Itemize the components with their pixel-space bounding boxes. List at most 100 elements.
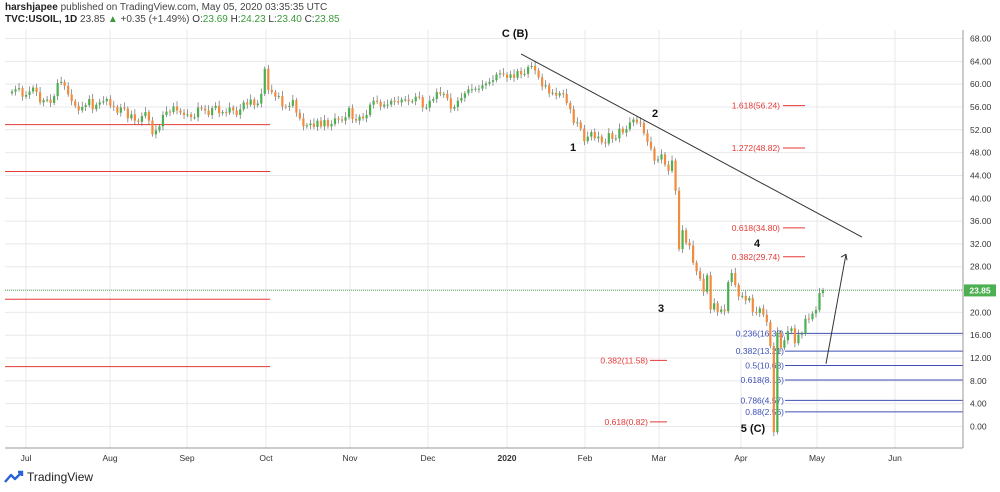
candle-down (133, 114, 136, 121)
candle-down (769, 322, 772, 347)
trendline (520, 53, 863, 238)
close-label: C: (304, 14, 315, 25)
candle-down (298, 112, 301, 119)
candle-up (681, 230, 684, 250)
candle-down (600, 136, 603, 143)
x-tick-label: Sep (179, 453, 194, 463)
y-tick-label: 0.00 (970, 422, 987, 432)
fib-label: 0.88(2.56) (745, 407, 784, 417)
candle-down (281, 96, 284, 107)
x-tick-label: May (809, 453, 826, 463)
candle-down (807, 318, 811, 320)
candle-up (369, 104, 372, 115)
candle-down (379, 101, 382, 107)
candle-up (196, 107, 200, 118)
candle-down (218, 105, 221, 114)
candle-up (46, 99, 49, 101)
candle-down (677, 190, 681, 250)
candle-down (112, 105, 115, 107)
candle-down (541, 77, 544, 87)
candle-down (235, 110, 238, 115)
candle-down (67, 85, 70, 95)
candle-down (562, 93, 565, 95)
candle-down (361, 116, 365, 119)
y-tick-label: 16.00 (970, 330, 992, 340)
candle-up (386, 104, 389, 106)
y-tick-label: 44.00 (970, 170, 992, 180)
candle-up (144, 112, 147, 117)
candle-down (688, 242, 691, 246)
fib-label: 1.272(48.82) (732, 143, 780, 153)
tradingview-logo-text: TradingView (27, 470, 94, 484)
candle-down (702, 278, 705, 292)
publish-info: published on TradingView.com, May 05, 20… (57, 2, 328, 13)
candle-up (102, 101, 105, 103)
x-tick-label: Apr (734, 453, 747, 463)
y-tick-label: 4.00 (970, 399, 987, 409)
candle-down (232, 107, 235, 111)
author-name[interactable]: harshjapee (5, 2, 58, 13)
candle-up (467, 89, 470, 94)
candle-down (63, 81, 66, 86)
candle-up (758, 308, 761, 313)
fib-label: 0.618(34.80) (732, 223, 780, 233)
candle-down (762, 308, 765, 315)
candle-down (674, 160, 677, 191)
y-tick-label: 68.00 (970, 34, 992, 44)
symbol-name[interactable]: TVC:USOIL, 1D (5, 14, 78, 25)
candle-down (123, 107, 126, 109)
candle-down (295, 100, 298, 113)
candle-up (727, 282, 730, 312)
candle-up (544, 85, 547, 87)
price-change: +0.35 (+1.49%) (120, 14, 190, 25)
candle-up (81, 106, 84, 111)
candle-down (35, 87, 38, 93)
candle-down (179, 110, 182, 113)
candle-up (161, 114, 165, 127)
candle-down (175, 106, 179, 111)
fib-label: 0.382(13.21) (736, 346, 784, 356)
tradingview-logo[interactable]: TradingView (4, 470, 93, 484)
candle-up (344, 117, 347, 121)
candle-down (151, 120, 154, 135)
candle-up (477, 88, 481, 90)
candle-up (358, 116, 361, 121)
candle-down (200, 107, 203, 109)
candle-up (632, 119, 635, 123)
x-tick-label: Nov (342, 453, 358, 463)
candle-up (432, 98, 435, 101)
candle-down (354, 118, 358, 121)
candle-down (207, 110, 210, 115)
candle-down (755, 311, 758, 313)
candles (10, 60, 825, 437)
x-tick-label: Aug (102, 453, 117, 463)
candle-up (491, 80, 495, 82)
low-label: L: (268, 14, 277, 25)
candle-up (60, 81, 63, 84)
x-tick-label: Mar (652, 453, 667, 463)
candle-down (49, 99, 52, 103)
candle-down (505, 74, 509, 78)
candle-up (305, 125, 309, 127)
fib-label: 0.618(0.82) (605, 417, 649, 427)
candle-down (695, 262, 698, 272)
candle-up (509, 74, 512, 78)
change-arrow-icon: ▲ (107, 14, 118, 25)
candle-up (628, 122, 632, 130)
fib-label: 0.382(29.74) (732, 252, 780, 262)
candle-up (53, 96, 56, 103)
candle-down (572, 109, 575, 123)
candle-down (203, 108, 207, 111)
candle-up (31, 87, 35, 92)
fib-label: 1.618(56.24) (732, 101, 780, 111)
y-tick-label: 52.00 (970, 125, 992, 135)
candle-down (253, 99, 256, 106)
candle-up (316, 120, 319, 127)
candle-up (530, 65, 533, 68)
candle-up (790, 328, 793, 332)
candle-down (70, 94, 73, 102)
candle-up (193, 117, 196, 119)
candle-up (211, 108, 214, 115)
candle-down (667, 164, 670, 171)
